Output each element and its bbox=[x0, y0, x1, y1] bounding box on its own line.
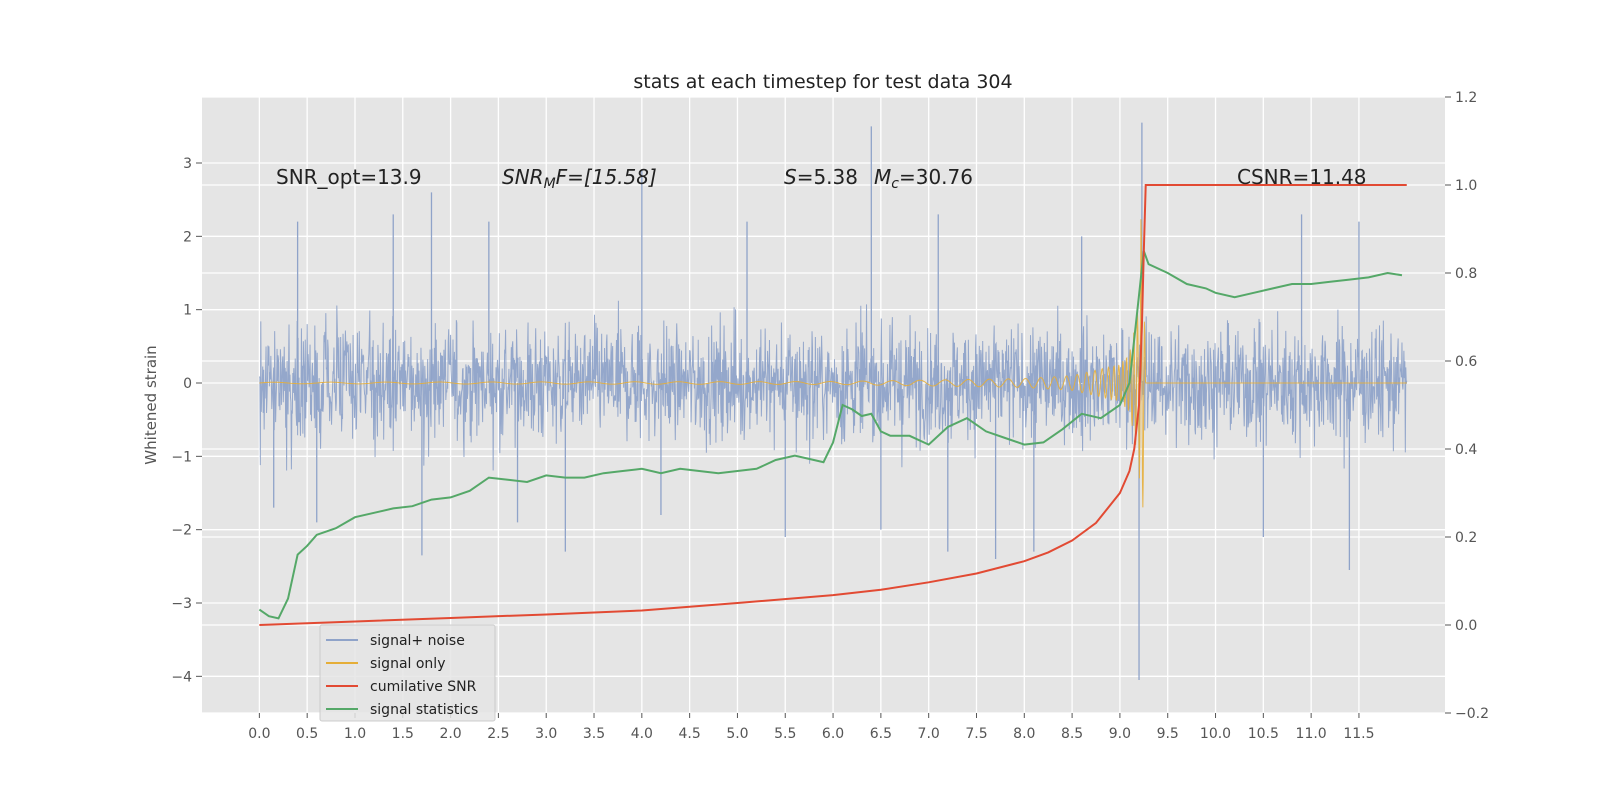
y2-tick-label: 0.4 bbox=[1455, 442, 1477, 458]
x-tick-label: 5.0 bbox=[726, 726, 748, 742]
legend: signal+ noise signal only cumilative SNR si… bbox=[319, 624, 496, 722]
x-tick-label: 11.5 bbox=[1343, 726, 1374, 742]
x-tick-label: 10.5 bbox=[1248, 726, 1279, 742]
y2-tick-label: 0.6 bbox=[1455, 354, 1477, 370]
legend-entry-signal-noise: signal+ noise bbox=[370, 633, 465, 649]
x-tick-label: 7.0 bbox=[918, 726, 940, 742]
y2-tick-label: 0.0 bbox=[1455, 618, 1477, 634]
x-tick-label: 6.0 bbox=[822, 726, 844, 742]
y-tick-label: 1 bbox=[183, 303, 192, 319]
legend-box bbox=[319, 624, 496, 722]
legend-entry-signal-statistics: signal statistics bbox=[370, 702, 478, 718]
y-axis-label: Whitened strain bbox=[142, 345, 160, 464]
x-axis-ticks: 0.0 0.5 1.0 1.5 2.0 2.5 3.0 3.5 4.0 4.5 5.0 5.5 6.0 6… bbox=[248, 713, 1375, 742]
annotation-snr-mf: SNRMF=[15.58] bbox=[502, 165, 657, 192]
line-series bbox=[258, 184, 1407, 626]
x-tick-label: 9.0 bbox=[1109, 726, 1131, 742]
signal-statistics-line bbox=[258, 250, 1403, 620]
signal-only-series bbox=[259, 219, 1407, 508]
y2-tick-label: 1.2 bbox=[1455, 90, 1477, 106]
y2-tick-label: 0.8 bbox=[1455, 266, 1477, 282]
x-tick-label: 2.5 bbox=[487, 726, 509, 742]
y-tick-label: −2 bbox=[171, 523, 192, 539]
y-tick-label: −4 bbox=[171, 669, 192, 685]
x-tick-label: 8.0 bbox=[1013, 726, 1035, 742]
x-tick-label: 1.0 bbox=[344, 726, 366, 742]
signal-noise-trace bbox=[258, 300, 1408, 471]
cumulative-snr-line bbox=[259, 184, 1407, 626]
s-main: S bbox=[784, 165, 797, 189]
x-tick-label: 6.5 bbox=[870, 726, 892, 742]
x-tick-label: 4.5 bbox=[679, 726, 701, 742]
y-tick-label: −1 bbox=[171, 449, 192, 465]
x-tick-label: 7.5 bbox=[965, 726, 987, 742]
y2-tick-label: 0.2 bbox=[1455, 530, 1477, 546]
annotation-s-mc: S=5.38 Mc=30.76 bbox=[784, 165, 973, 192]
y-tick-label: −3 bbox=[171, 596, 192, 612]
signal-only-trace bbox=[259, 219, 1407, 508]
s-rest: =5.38 bbox=[797, 165, 858, 189]
x-tick-label: 4.0 bbox=[631, 726, 653, 742]
annotation-snr-opt: SNR_opt=13.9 bbox=[276, 165, 422, 189]
x-tick-label: 1.5 bbox=[392, 726, 414, 742]
y-tick-label: 2 bbox=[183, 229, 192, 245]
x-tick-label: 0.0 bbox=[248, 726, 270, 742]
x-tick-label: 9.5 bbox=[1157, 726, 1179, 742]
x-tick-label: 10.0 bbox=[1200, 726, 1231, 742]
mc-main: M bbox=[874, 165, 891, 189]
x-tick-label: 0.5 bbox=[296, 726, 318, 742]
y2-axis-ticks: −0.2 0.0 0.2 0.4 0.6 0.8 1.0 1.2 bbox=[1445, 90, 1489, 722]
x-tick-label: 3.0 bbox=[535, 726, 557, 742]
snr-mf-main: SNR bbox=[502, 165, 544, 189]
y-axis-ticks: −4 −3 −2 −1 0 1 2 3 bbox=[171, 156, 202, 685]
y-tick-label: 3 bbox=[183, 156, 192, 172]
legend-entry-signal-only: signal only bbox=[370, 656, 445, 672]
x-tick-label: 3.5 bbox=[583, 726, 605, 742]
y2-tick-label: −0.2 bbox=[1455, 706, 1489, 722]
x-tick-label: 2.0 bbox=[439, 726, 461, 742]
mc-rest: =30.76 bbox=[899, 165, 973, 189]
annotation-csnr: CSNR=11.48 bbox=[1237, 165, 1367, 189]
y2-tick-label: 1.0 bbox=[1455, 178, 1477, 194]
snr-mf-rest: F=[15.58] bbox=[556, 165, 657, 189]
mc-sub: c bbox=[891, 176, 899, 192]
x-tick-label: 5.5 bbox=[774, 726, 796, 742]
x-tick-label: 11.0 bbox=[1296, 726, 1327, 742]
legend-entry-cumulative-snr: cumilative SNR bbox=[370, 679, 477, 695]
snr-mf-sub: M bbox=[544, 176, 556, 192]
y-tick-label: 0 bbox=[183, 376, 192, 392]
x-tick-label: 8.5 bbox=[1061, 726, 1083, 742]
chart-title: stats at each timestep for test data 304 bbox=[633, 71, 1012, 93]
